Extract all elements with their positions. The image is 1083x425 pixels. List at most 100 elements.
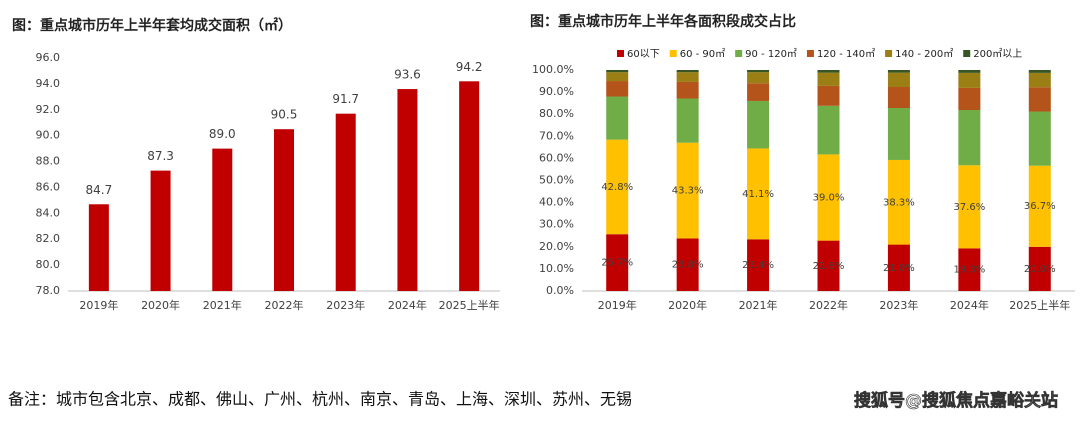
x-tick-label: 2023年: [879, 298, 918, 312]
y-tick-label: 90.0: [36, 129, 61, 142]
value-label: 42.8%: [601, 182, 633, 193]
y-tick-label: 80.0%: [539, 107, 574, 120]
bar-segment: [606, 72, 629, 82]
bar-segment: [676, 72, 699, 82]
value-label: 19.3%: [953, 265, 985, 276]
value-label: 22.8%: [813, 261, 845, 272]
chart-title: 图：重点城市历年上半年套均成交面积（㎡）: [12, 17, 292, 34]
legend-label: 60以下: [627, 49, 660, 60]
value-label: 41.1%: [742, 189, 774, 200]
x-tick-label: 2020年: [141, 298, 180, 312]
y-tick-label: 80.0: [36, 258, 61, 271]
bar-segment: [887, 159, 910, 245]
footnote: 备注：城市包含北京、成都、佛山、广州、杭州、南京、青岛、上海、深圳、苏州、无锡: [8, 390, 632, 409]
bar: [459, 81, 480, 291]
value-label: 37.6%: [953, 202, 985, 213]
bar-segment: [817, 240, 840, 291]
y-tick-label: 78.0: [36, 284, 61, 297]
bar-segment: [887, 72, 910, 88]
value-label: 39.0%: [813, 193, 845, 204]
x-tick-label: 2025上半年: [1009, 298, 1070, 312]
bar: [274, 129, 294, 291]
bar-segment: [1028, 246, 1051, 291]
value-label: 91.7: [332, 92, 359, 106]
bar-segment: [887, 87, 910, 109]
x-tick-label: 2021年: [203, 298, 242, 312]
bar-segment: [747, 100, 770, 149]
x-tick-label: 2022年: [265, 298, 304, 312]
value-label: 90.5: [271, 108, 298, 122]
y-tick-label: 100.0%: [532, 63, 574, 76]
x-tick-label: 2024年: [950, 298, 989, 312]
bar-segment: [747, 72, 770, 84]
bar-segment: [958, 110, 981, 166]
legend-swatch: [885, 50, 893, 57]
bar-segment: [887, 70, 910, 73]
bar-segment: [817, 72, 840, 86]
bar-segment: [676, 238, 699, 291]
bar-segment: [1028, 70, 1051, 73]
y-tick-label: 88.0: [36, 155, 61, 168]
value-label: 87.3: [147, 149, 174, 163]
y-tick-label: 30.0%: [539, 218, 574, 231]
x-tick-label: 2023年: [326, 298, 365, 312]
bar-segment: [676, 98, 699, 143]
bar-segment: [606, 139, 629, 235]
bar-segment: [958, 72, 981, 88]
y-tick-label: 40.0%: [539, 196, 574, 209]
y-tick-label: 84.0: [36, 206, 61, 219]
bar-segment: [606, 234, 629, 291]
y-tick-label: 60.0%: [539, 151, 574, 164]
legend-label: 90 - 120㎡: [745, 48, 797, 60]
y-tick-label: 94.0: [36, 77, 61, 90]
value-label: 23.8%: [672, 260, 704, 271]
legend-label: 60 - 90㎡: [680, 48, 725, 60]
legend-swatch: [963, 50, 971, 57]
y-tick-label: 82.0: [36, 232, 61, 245]
bar-segment: [817, 85, 840, 106]
value-label: 89.0: [209, 127, 236, 141]
value-label: 94.2: [456, 60, 483, 74]
x-tick-label: 2024年: [388, 298, 427, 312]
y-tick-label: 0.0%: [546, 284, 574, 297]
y-tick-label: 92.0: [36, 103, 61, 116]
bar-segment: [817, 105, 840, 155]
value-label: 43.3%: [672, 186, 704, 197]
bar-segment: [958, 87, 981, 111]
bar-segment: [1028, 111, 1051, 166]
bar-segment: [676, 70, 699, 73]
value-label: 21.0%: [883, 263, 915, 274]
value-label: 36.7%: [1024, 201, 1056, 212]
legend-label: 200㎡以上: [973, 48, 1022, 60]
chart-title: 图：重点城市历年上半年各面积段成交占比: [530, 13, 796, 30]
bar-segment: [887, 244, 910, 291]
bar: [397, 89, 418, 291]
x-tick-label: 2021年: [739, 298, 778, 312]
y-tick-label: 50.0%: [539, 174, 574, 187]
bar-segment: [747, 70, 770, 73]
bar: [212, 148, 233, 291]
bar-segment: [747, 83, 770, 101]
value-label: 93.6: [394, 68, 421, 82]
bar-segment: [958, 165, 981, 249]
x-tick-label: 2019年: [79, 298, 118, 312]
legend-label: 140 - 200㎡: [895, 48, 953, 60]
bar-segment: [747, 148, 770, 240]
watermark: 搜狐号@搜狐焦点嘉峪关站: [854, 390, 1058, 411]
bar-segment: [817, 70, 840, 73]
bar-segment: [1028, 165, 1051, 247]
x-tick-label: 2019年: [598, 298, 637, 312]
value-label: 38.3%: [883, 197, 915, 208]
bar-segment: [958, 248, 981, 291]
x-tick-label: 2020年: [668, 298, 707, 312]
bar: [88, 204, 109, 291]
y-tick-label: 96.0: [36, 51, 61, 64]
value-label: 84.7: [85, 183, 112, 197]
bar-segment: [817, 154, 840, 241]
bar-segment: [1028, 87, 1051, 112]
bar-segment: [676, 81, 699, 99]
y-tick-label: 20.0%: [539, 240, 574, 253]
x-tick-label: 2025上半年: [439, 298, 500, 312]
bar-segment: [1028, 72, 1051, 88]
